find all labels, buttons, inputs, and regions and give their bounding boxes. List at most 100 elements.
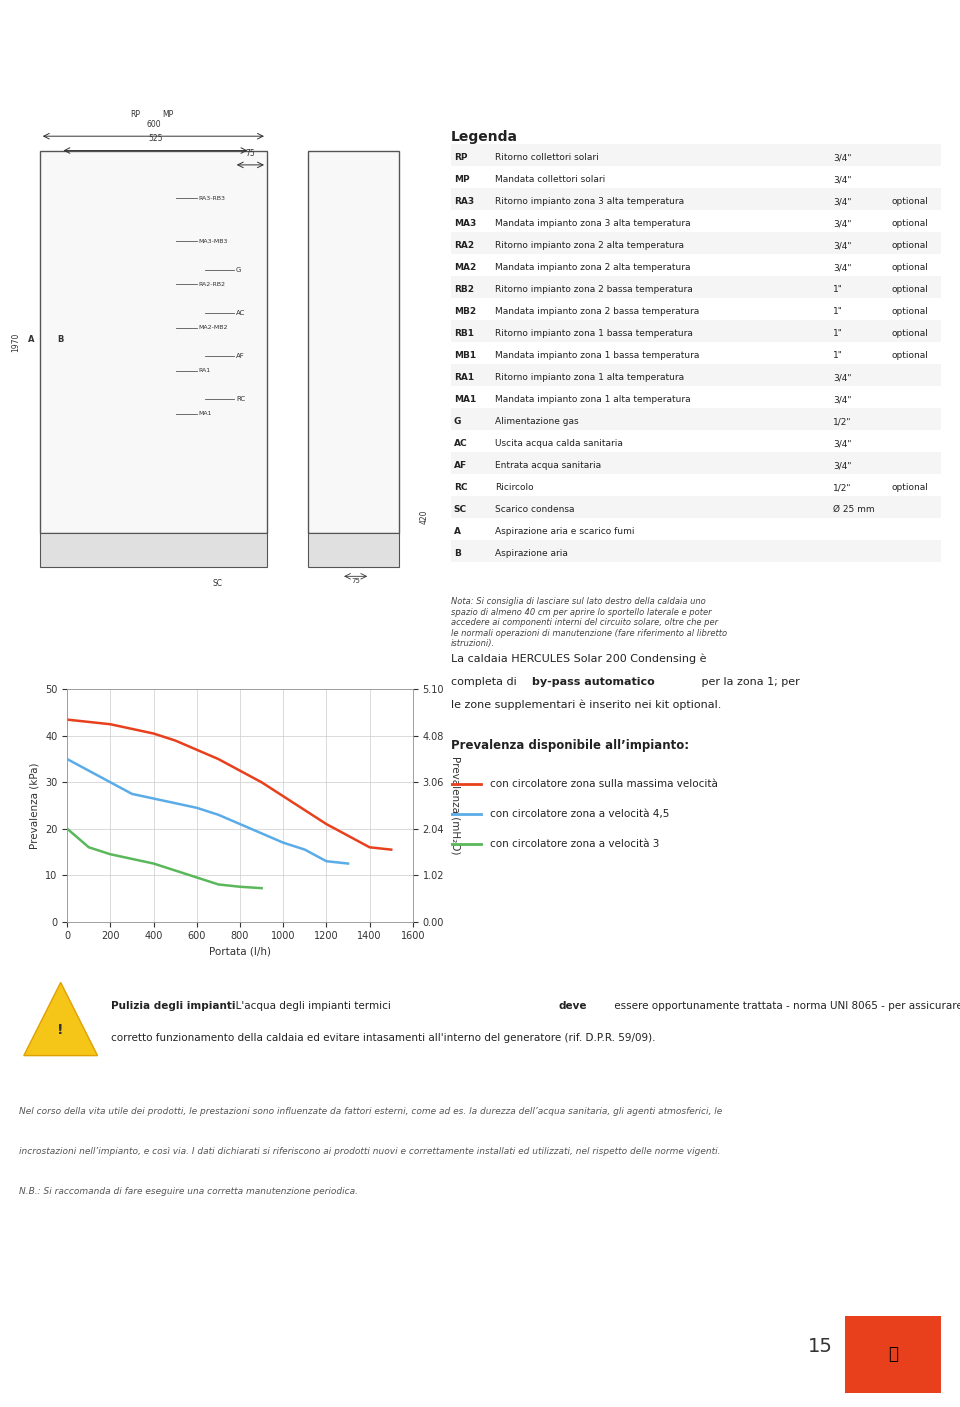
Text: 1970: 1970 <box>11 332 20 352</box>
Text: AF: AF <box>454 461 467 470</box>
Bar <box>451 408 941 431</box>
Text: per la zona 1; per: per la zona 1; per <box>699 677 801 687</box>
Text: optional: optional <box>892 286 928 294</box>
Text: 1/2": 1/2" <box>833 484 852 492</box>
Text: optional: optional <box>892 197 928 207</box>
Text: optional: optional <box>892 352 928 360</box>
Text: RA3-RB3: RA3-RB3 <box>199 196 226 201</box>
Bar <box>451 319 941 342</box>
Text: RB1: RB1 <box>454 329 473 338</box>
Text: 1/2": 1/2" <box>833 418 852 426</box>
Bar <box>451 276 941 298</box>
Text: RC: RC <box>454 484 468 492</box>
Text: RA1: RA1 <box>199 369 211 373</box>
Bar <box>451 452 941 474</box>
Y-axis label: Prevalenza (kPa): Prevalenza (kPa) <box>30 763 39 848</box>
Text: Nel corso della vita utile dei prodotti, le prestazioni sono influenzate da fatt: Nel corso della vita utile dei prodotti,… <box>19 1107 723 1116</box>
Text: !: ! <box>58 1023 64 1037</box>
Bar <box>451 495 941 518</box>
Text: completa di: completa di <box>451 677 520 687</box>
Text: B: B <box>58 335 63 343</box>
Bar <box>40 151 267 533</box>
Bar <box>308 151 399 533</box>
Text: Mandata impianto zona 1 alta temperatura: Mandata impianto zona 1 alta temperatura <box>495 395 691 404</box>
Text: RA1: RA1 <box>454 373 474 383</box>
Text: Prevalenza disponibile all’impianto:: Prevalenza disponibile all’impianto: <box>451 739 689 753</box>
Text: MA1: MA1 <box>454 395 476 404</box>
Text: B: B <box>454 549 461 559</box>
Text: MA3-MB3: MA3-MB3 <box>199 239 228 243</box>
Text: MB2: MB2 <box>454 307 476 317</box>
Text: MP: MP <box>454 176 469 184</box>
Text: MA2: MA2 <box>454 263 476 272</box>
Text: Alimentazione gas: Alimentazione gas <box>495 418 579 426</box>
Text: Mandata impianto zona 3 alta temperatura: Mandata impianto zona 3 alta temperatura <box>495 219 691 228</box>
Text: MB1: MB1 <box>454 352 476 360</box>
Text: MA1: MA1 <box>199 411 212 416</box>
Text: Ø 25 mm: Ø 25 mm <box>833 505 875 515</box>
Text: 15: 15 <box>807 1337 832 1356</box>
Text: 3/4": 3/4" <box>833 197 852 207</box>
Text: con circolatore zona a velocità 4,5: con circolatore zona a velocità 4,5 <box>491 809 670 819</box>
Text: incrostazioni nell’impianto, e così via. I dati dichiarati si riferiscono ai pro: incrostazioni nell’impianto, e così via.… <box>19 1147 721 1155</box>
Text: 1": 1" <box>833 286 843 294</box>
Text: SC: SC <box>454 505 467 515</box>
X-axis label: Portata (l/h): Portata (l/h) <box>209 947 271 957</box>
Text: con circolatore zona sulla massima velocità: con circolatore zona sulla massima veloc… <box>491 778 718 788</box>
Text: RP: RP <box>454 153 468 162</box>
Text: AF: AF <box>236 353 245 359</box>
Text: MP: MP <box>162 110 174 120</box>
Bar <box>40 533 267 567</box>
Text: 600: 600 <box>146 120 160 129</box>
Text: Mandata impianto zona 1 bassa temperatura: Mandata impianto zona 1 bassa temperatur… <box>495 352 700 360</box>
Text: N.B.: Si raccomanda di fare eseguire una corretta manutenzione periodica.: N.B.: Si raccomanda di fare eseguire una… <box>19 1186 358 1196</box>
Y-axis label: Prevalenza (mH₂O): Prevalenza (mH₂O) <box>450 756 461 855</box>
Text: A: A <box>454 528 461 536</box>
Text: 1": 1" <box>833 352 843 360</box>
Text: 75: 75 <box>246 149 255 158</box>
Text: . L'acqua degli impianti termici: . L'acqua degli impianti termici <box>229 1000 395 1010</box>
Bar <box>308 533 399 567</box>
Text: G: G <box>454 418 461 426</box>
Text: RB2: RB2 <box>454 286 473 294</box>
Text: 1": 1" <box>833 329 843 338</box>
Text: MA2-MB2: MA2-MB2 <box>199 325 228 331</box>
Text: Ritorno impianto zona 1 alta temperatura: Ritorno impianto zona 1 alta temperatura <box>495 373 684 383</box>
Text: 3/4": 3/4" <box>833 461 852 470</box>
Text: RC: RC <box>236 397 245 402</box>
Text: MA3: MA3 <box>454 219 476 228</box>
Polygon shape <box>24 982 98 1055</box>
Text: A: A <box>29 335 35 343</box>
Text: Pulizia degli impianti: Pulizia degli impianti <box>111 1000 236 1010</box>
Text: 3/4": 3/4" <box>833 176 852 184</box>
Text: Grafico portata e prevalenza: Grafico portata e prevalenza <box>125 647 326 661</box>
Bar <box>451 232 941 253</box>
Text: Scarico condensa: Scarico condensa <box>495 505 575 515</box>
Text: Ritorno impianto zona 3 alta temperatura: Ritorno impianto zona 3 alta temperatura <box>495 197 684 207</box>
Text: G: G <box>236 267 241 273</box>
Text: deve: deve <box>559 1000 587 1010</box>
Text: optional: optional <box>892 219 928 228</box>
Text: Nota: Si consiglia di lasciare sul lato destro della caldaia uno
spazio di almen: Nota: Si consiglia di lasciare sul lato … <box>451 598 728 649</box>
Text: corretto funzionamento della caldaia ed evitare intasamenti all'interno del gene: corretto funzionamento della caldaia ed … <box>111 1033 656 1043</box>
Text: optional: optional <box>892 329 928 338</box>
Text: Ritorno impianto zona 2 alta temperatura: Ritorno impianto zona 2 alta temperatura <box>495 241 684 250</box>
Text: Uscita acqua calda sanitaria: Uscita acqua calda sanitaria <box>495 439 623 449</box>
Bar <box>451 364 941 386</box>
Text: 3/4": 3/4" <box>833 263 852 272</box>
Bar <box>451 540 941 561</box>
Text: 🔧: 🔧 <box>888 1345 898 1363</box>
Text: DATI TECNICI: DATI TECNICI <box>650 18 761 32</box>
Text: Ritorno impianto zona 2 bassa temperatura: Ritorno impianto zona 2 bassa temperatur… <box>495 286 693 294</box>
Text: Dimensioni e attacchi: Dimensioni e attacchi <box>45 87 197 101</box>
Text: RP: RP <box>130 110 140 120</box>
Text: Mandata impianto zona 2 bassa temperatura: Mandata impianto zona 2 bassa temperatur… <box>495 307 700 317</box>
Text: le zone supplementari è inserito nei kit optional.: le zone supplementari è inserito nei kit… <box>451 699 722 709</box>
Text: essere opportunamente trattata - norma UNI 8065 - per assicurare il: essere opportunamente trattata - norma U… <box>611 1000 960 1010</box>
Text: 3/4": 3/4" <box>833 219 852 228</box>
Text: AC: AC <box>236 310 246 317</box>
Text: Ritorno impianto zona 1 bassa temperatura: Ritorno impianto zona 1 bassa temperatur… <box>495 329 693 338</box>
Text: 3/4": 3/4" <box>833 439 852 449</box>
Bar <box>451 144 941 166</box>
Text: 3/4": 3/4" <box>833 395 852 404</box>
